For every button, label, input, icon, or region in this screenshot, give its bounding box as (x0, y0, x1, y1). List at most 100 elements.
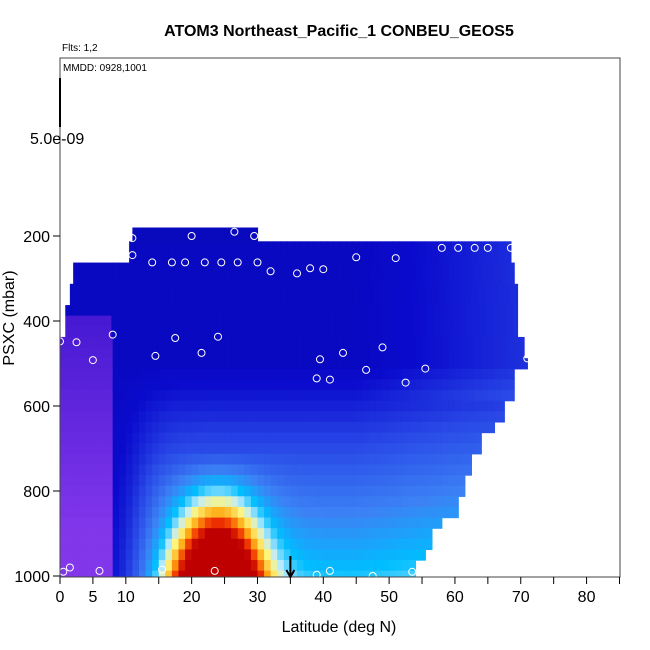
heatmap-cell (132, 538, 140, 551)
heatmap-cell (138, 411, 147, 423)
heatmap-cell (198, 238, 206, 245)
heatmap-cell (231, 368, 239, 381)
heatmap-cell (375, 336, 384, 349)
heatmap-cell (60, 506, 68, 519)
heatmap-cell (313, 241, 321, 253)
heatmap-cell (178, 432, 186, 444)
heatmap-cell (144, 315, 152, 327)
heatmap-cell (270, 538, 278, 551)
heatmap-cell (458, 283, 466, 296)
heatmap-cell (448, 453, 456, 466)
heatmap-cell (125, 528, 133, 540)
heatmap-cell (349, 453, 357, 466)
heatmap-cell (190, 326, 198, 338)
heatmap-cell (125, 538, 133, 551)
heatmap-cell (244, 227, 252, 234)
heatmap-cell (158, 517, 166, 529)
heatmap-cell (408, 560, 417, 572)
heatmap-cell (254, 283, 262, 296)
heatmap-cell (356, 464, 364, 476)
heatmap-cell (320, 283, 328, 296)
heatmap-cell (481, 379, 489, 391)
heatmap-cell (323, 336, 331, 349)
heatmap-cell (481, 358, 489, 370)
heatmap-cell (165, 347, 173, 359)
heatmap-cell (138, 549, 147, 561)
heatmap-cell (250, 560, 259, 572)
heatmap-cell (125, 273, 133, 285)
heatmap-cell (86, 336, 94, 349)
heatmap-cell (335, 305, 343, 317)
heatmap-cell (224, 358, 232, 370)
heatmap-cell (382, 273, 390, 285)
heatmap-cell (170, 326, 178, 338)
heatmap-cell (135, 294, 143, 306)
heatmap-cell (389, 347, 397, 359)
heatmap-cell (402, 560, 410, 572)
heatmap-cell (310, 379, 318, 391)
heatmap-cell (433, 326, 442, 338)
heatmap-cell (468, 273, 476, 285)
heatmap-cell (79, 475, 87, 487)
heatmap-cell (237, 464, 245, 476)
heatmap-cell (198, 538, 206, 551)
heatmap-cell (382, 464, 390, 476)
heatmap-cell (185, 238, 193, 245)
heatmap-cell (277, 347, 285, 359)
heatmap-cell (60, 379, 68, 391)
heatmap-cell (152, 570, 160, 577)
heatmap-cell (99, 570, 107, 577)
heatmap-cell (181, 241, 189, 253)
heatmap-cell (152, 443, 160, 455)
heatmap-cell (329, 485, 338, 497)
heatmap-cell (231, 411, 239, 423)
heatmap-cell (60, 453, 68, 466)
heatmap-cell (204, 232, 212, 239)
heatmap-cell (316, 453, 324, 466)
heatmap-cell (520, 358, 528, 370)
heatmap-cell (92, 517, 101, 529)
heatmap-cell (157, 315, 165, 327)
heatmap-cell (257, 464, 265, 476)
heatmap-cell (204, 379, 212, 391)
heatmap-cell (468, 400, 476, 412)
heatmap-cell (92, 421, 101, 434)
heatmap-cell (316, 485, 324, 497)
heatmap-cell (369, 379, 377, 391)
heatmap-cell (382, 560, 390, 572)
heatmap-cell (329, 347, 338, 359)
heatmap-cell (349, 347, 357, 359)
heatmap-cell (283, 528, 291, 540)
heatmap-cell (138, 443, 147, 455)
heatmap-cell (290, 464, 298, 476)
heatmap-cell (303, 496, 311, 508)
heatmap-cell (343, 506, 351, 519)
heatmap-cell (229, 315, 237, 327)
heatmap-cell (171, 560, 180, 572)
heatmap-cell (66, 421, 74, 434)
heatmap-cell (119, 560, 127, 572)
heatmap-cell (356, 390, 364, 402)
heatmap-cell (86, 347, 94, 359)
observation-point (167, 258, 176, 267)
heatmap-cell (117, 326, 126, 338)
heatmap-cell (290, 400, 298, 412)
heatmap-cell (92, 506, 101, 519)
heatmap-cell (341, 305, 349, 317)
heatmap-cell (125, 336, 133, 349)
heatmap-cell (349, 411, 357, 423)
heatmap-cell (369, 549, 377, 561)
heatmap-cell (157, 326, 165, 338)
heatmap-cell (339, 283, 347, 296)
heatmap-cell (375, 368, 384, 381)
heatmap-cell (152, 347, 160, 359)
heatmap-cell (329, 368, 338, 381)
heatmap-cell (257, 273, 265, 285)
heatmap-cell (270, 336, 278, 349)
heatmap-cell (402, 506, 410, 519)
heatmap-cell (335, 315, 343, 327)
heatmap-cell (402, 273, 410, 285)
heatmap-cell (303, 379, 311, 391)
observation-point (82, 249, 91, 257)
